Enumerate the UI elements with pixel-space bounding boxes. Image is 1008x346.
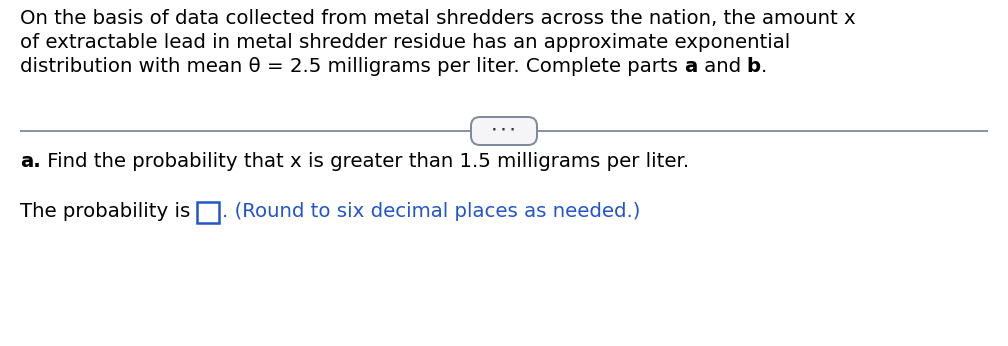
Text: a.: a.: [20, 152, 40, 171]
Text: of extractable lead in metal shredder residue has an approximate exponential: of extractable lead in metal shredder re…: [20, 33, 790, 52]
Text: The probability is: The probability is: [20, 202, 197, 221]
Text: On the basis of data collected from metal shredders across the nation, the amoun: On the basis of data collected from meta…: [20, 9, 856, 28]
Text: b: b: [747, 57, 761, 76]
Text: ⋅ ⋅ ⋅: ⋅ ⋅ ⋅: [493, 125, 515, 137]
FancyBboxPatch shape: [471, 117, 537, 145]
Text: and: and: [698, 57, 747, 76]
Text: distribution with mean θ = 2.5 milligrams per liter. Complete parts: distribution with mean θ = 2.5 milligram…: [20, 57, 684, 76]
Text: . (Round to six decimal places as needed.): . (Round to six decimal places as needed…: [222, 202, 640, 221]
Text: .: .: [761, 57, 767, 76]
FancyBboxPatch shape: [197, 202, 219, 223]
Text: a: a: [684, 57, 698, 76]
Text: Find the probability that x is greater than 1.5 milligrams per liter.: Find the probability that x is greater t…: [40, 152, 688, 171]
